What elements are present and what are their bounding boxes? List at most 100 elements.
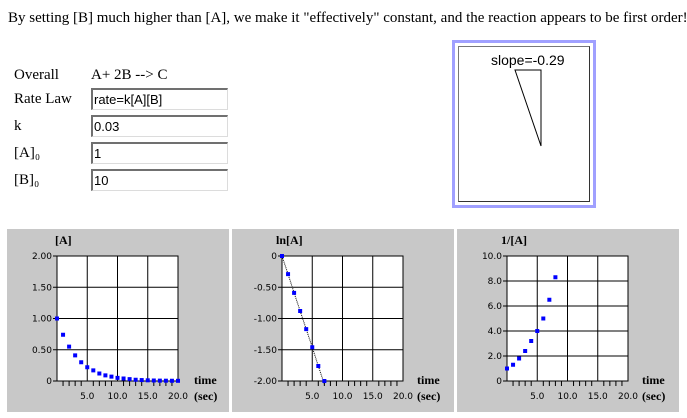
data-point [505,366,509,371]
data-point [541,316,546,321]
x-tick-label: 10.0 [332,392,352,402]
instruction-text: By setting [B] much higher than [A], we … [8,10,687,26]
slope-panel: slope=-0.29 [452,40,596,208]
data-point [157,378,162,383]
graph-inv-title: 1/[A] [501,233,527,247]
a0-row: [A]₀ 1 [14,142,234,166]
graph-inv-plot: 10.0 8.0 6.0 4.0 2.0 0 5.0 10.0 15.0 20.0 [482,252,638,402]
y-tick-label: 8.0 [488,277,503,287]
data-point [151,378,156,383]
y-tick-label: 4.0 [488,327,503,337]
data-point [304,327,309,332]
y-tick-label: -0.50 [254,283,278,293]
plot-frame [506,255,629,382]
graph-a-time-label: time [194,373,217,387]
data-point [517,356,522,361]
data-point [55,316,59,321]
slope-triangle [514,69,542,147]
b0-label: [B]₀ [14,172,40,188]
data-point [85,365,90,370]
graph-ln-plot: 0 -0.50 -1.00 -1.50 -2.00 5.0 10.0 15.0 20.0 [254,252,414,402]
data-point [97,371,102,376]
data-point [145,378,150,383]
x-tick-label: 20.0 [393,392,413,402]
x-tick-label: 5.0 [530,392,545,402]
a0-label: [A]₀ [14,145,41,161]
data-point [121,376,126,381]
y-tick-label: 0 [271,252,277,262]
y-tick-label: 10.0 [482,252,502,262]
graph-inv-time-label: time [642,373,665,387]
y-tick-label: 1.00 [32,315,52,325]
x-tick-label: 5.0 [305,392,320,402]
data-point [280,254,284,258]
y-tick-label: -1.00 [254,315,278,325]
data-point [310,345,315,350]
overall-label: Overall [14,67,59,83]
b0-row: [B]₀ 10 [14,169,234,193]
data-point [67,344,72,349]
overall-value: A+ 2B --> C [91,67,168,83]
data-point [529,339,534,343]
x-tick-label: 10.0 [557,392,577,402]
y-tick-label: 6.0 [488,302,503,312]
y-tick-label: 0 [496,377,502,387]
slope-triangle-svg [514,69,542,147]
b0-field[interactable]: 10 [91,169,228,191]
x-tick-label: 20.0 [618,392,638,402]
x-tick-label: 5.0 [80,392,95,402]
graph-ln-title: ln[A] [276,233,303,247]
data-point [523,349,528,353]
graph-ln-time-label: time [417,373,440,387]
data-point [127,377,132,382]
data-point [322,379,327,383]
data-point [163,378,168,383]
data-point [553,275,558,280]
data-point [79,360,84,365]
data-point [547,297,552,302]
rate-law-field[interactable]: rate=k[A][B] [91,88,228,110]
data-point [115,375,120,380]
y-tick-label: 0 [46,377,52,387]
k-row: k 0.03 [14,115,234,139]
data-point [511,362,516,367]
x-tick-label: 15.0 [363,392,383,402]
data-point [73,353,78,358]
y-tick-label: -2.00 [254,377,278,387]
data-point [91,368,96,373]
rate-law-label: Rate Law [14,91,72,107]
graph-ln-sec-label: (sec) [417,389,441,403]
y-tick-label: 2.00 [32,252,52,262]
rate-law-row: Rate Law rate=k[A][B] [14,88,234,112]
x-tick-label: 15.0 [588,392,608,402]
data-point [176,378,180,383]
overall-row: Overall A+ 2B --> C [14,64,234,88]
slope-panel-inner: slope=-0.29 [458,46,590,202]
data-point [133,377,138,382]
k-field[interactable]: 0.03 [91,115,228,137]
graph-ln-panel: ln[A] 0 -0.50 -1.00 -1.50 -2.00 5.0 10.0 15.0 20… [232,229,454,412]
graph-inv-panel: 1/[A] 10.0 8.0 6.0 4.0 2.0 0 5.0 10.0 15.0 20.0 t… [457,229,679,412]
data-point [103,373,108,378]
k-label: k [14,118,22,134]
y-tick-label: -1.50 [254,346,278,356]
x-tick-label: 15.0 [138,392,158,402]
y-tick-label: 0.50 [32,346,52,356]
data-point [316,364,321,368]
plot-frame [281,255,404,382]
series-line [281,255,325,385]
data-point [286,272,291,277]
graph-a-panel: [A] 2.00 1.50 1.00 0.50 0 5.0 10.0 15.0 20.0 tim… [7,229,229,412]
graph-a-title: [A] [55,233,72,247]
graph-a-sec-label: (sec) [194,389,218,403]
x-tick-label: 10.0 [107,392,127,402]
data-point [169,378,174,383]
x-tick-label: 20.0 [168,392,188,402]
y-tick-label: 2.0 [488,352,503,362]
graph-inv-sec-label: (sec) [642,389,666,403]
a0-field[interactable]: 1 [91,142,228,164]
y-tick-label: 1.50 [32,283,52,293]
graph-a-plot: 2.00 1.50 1.00 0.50 0 5.0 10.0 15.0 20.0 [32,252,188,402]
data-point [109,374,114,379]
data-point [535,329,540,333]
